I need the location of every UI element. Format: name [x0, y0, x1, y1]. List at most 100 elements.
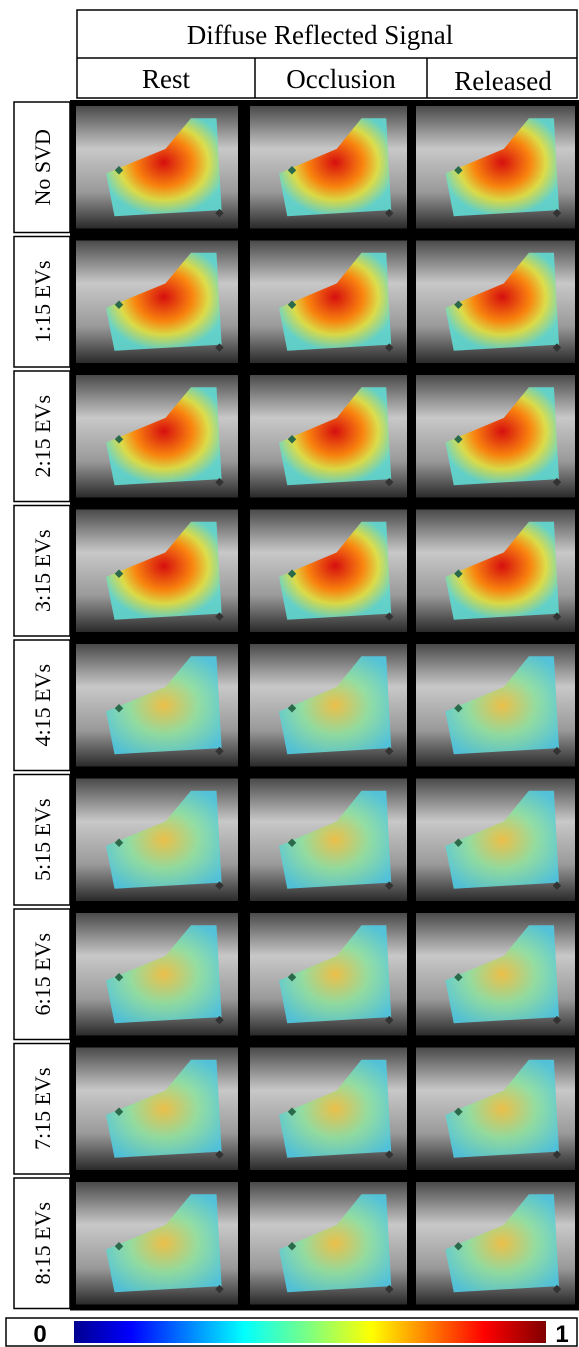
row-label-frame — [13, 773, 71, 906]
image-panel — [76, 1182, 238, 1305]
signal-overlay — [445, 252, 559, 351]
marker — [114, 166, 124, 175]
marker — [552, 477, 562, 487]
image-panel — [250, 913, 407, 1036]
image-panel — [416, 375, 575, 498]
marker — [287, 435, 297, 444]
marker — [454, 704, 463, 713]
image-panel — [250, 778, 407, 901]
marker — [114, 300, 124, 309]
signal-overlay — [106, 790, 222, 889]
signal-overlay — [279, 387, 392, 486]
image-panel — [416, 1182, 575, 1305]
marker — [385, 1150, 394, 1159]
signal-overlay — [106, 925, 222, 1024]
signal-overlay — [106, 118, 222, 217]
colorbar-max-label: 1 — [555, 1321, 568, 1347]
row-label-frame — [13, 101, 71, 234]
row-label: No SVD — [30, 129, 55, 205]
marker — [114, 435, 124, 444]
image-panel — [416, 106, 575, 229]
row-label-frame — [13, 370, 71, 503]
image-panel — [416, 913, 575, 1036]
signal-overlay — [106, 521, 222, 620]
row-label: 7:15 EVs — [30, 1068, 55, 1151]
colorbar — [74, 1321, 546, 1343]
image-panel — [250, 240, 407, 363]
image-panel — [416, 778, 575, 901]
marker — [287, 1242, 297, 1251]
row-label: 8:15 EVs — [30, 1202, 55, 1285]
marker — [287, 838, 297, 847]
image-panel — [416, 644, 575, 767]
row-label: 6:15 EVs — [30, 933, 55, 1016]
marker — [454, 435, 463, 444]
image-panel — [76, 375, 238, 498]
signal-overlay — [279, 656, 392, 755]
marker — [552, 343, 562, 352]
marker — [454, 569, 463, 578]
image-grid: No SVD 1:15 EVs 2:15 EVs 3:15 EVs 4:15 EVs 5:… — [13, 100, 579, 1311]
signal-overlay — [445, 925, 559, 1024]
marker — [385, 477, 394, 487]
signal-overlay — [106, 656, 222, 755]
marker — [385, 612, 394, 621]
image-panel — [250, 1047, 407, 1170]
signal-overlay — [279, 1194, 392, 1293]
marker — [552, 1015, 562, 1025]
image-panel — [250, 375, 407, 498]
colorbar-frame — [5, 1317, 578, 1347]
signal-overlay — [279, 1059, 392, 1158]
marker — [215, 208, 224, 218]
image-panel — [250, 1182, 407, 1305]
image-panel — [250, 106, 407, 229]
marker — [385, 208, 394, 218]
signal-overlay — [445, 1194, 559, 1293]
header-frame — [76, 9, 578, 99]
colorbar-min-label: 0 — [33, 1321, 46, 1347]
signal-overlay — [279, 118, 392, 217]
marker — [454, 300, 463, 309]
signal-overlay — [445, 1059, 559, 1158]
column-header: Occlusion — [286, 64, 396, 94]
image-panel — [76, 106, 238, 229]
signal-overlay — [279, 521, 392, 620]
marker — [454, 973, 463, 982]
image-panel — [76, 240, 238, 363]
marker — [385, 343, 394, 352]
image-panel — [76, 913, 238, 1036]
signal-overlay — [445, 521, 559, 620]
marker — [287, 704, 297, 713]
image-panel — [76, 1047, 238, 1170]
marker — [552, 1284, 562, 1294]
marker — [385, 1015, 394, 1025]
image-panel — [250, 644, 407, 767]
signal-overlay — [106, 1059, 222, 1158]
row-label: 3:15 EVs — [30, 530, 55, 613]
marker — [287, 1107, 297, 1116]
image-panel — [416, 509, 575, 632]
image-panel — [416, 1047, 575, 1170]
row-label: 5:15 EVs — [30, 799, 55, 882]
row-label: 4:15 EVs — [30, 664, 55, 747]
marker — [287, 166, 297, 175]
marker — [454, 1242, 463, 1251]
signal-overlay — [445, 790, 559, 889]
row-label-frame — [13, 1042, 71, 1175]
signal-overlay — [106, 252, 222, 351]
marker — [385, 746, 394, 756]
image-panel — [76, 509, 238, 632]
signal-overlay — [279, 790, 392, 889]
image-panel — [76, 778, 238, 901]
row-label-frame — [13, 504, 71, 637]
signal-overlay — [106, 1194, 222, 1293]
marker — [552, 746, 562, 756]
marker — [385, 1284, 394, 1294]
column-header: Rest — [142, 64, 191, 94]
signal-overlay — [445, 118, 559, 217]
row-label: 2:15 EVs — [30, 395, 55, 478]
image-panel — [76, 644, 238, 767]
marker — [287, 300, 297, 309]
